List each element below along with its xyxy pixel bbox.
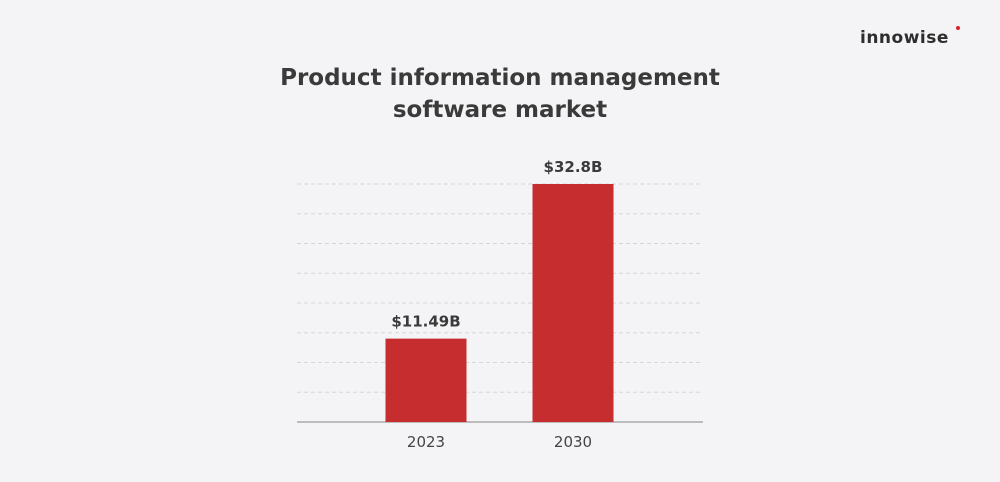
chart-title: Product information management software … <box>200 62 800 126</box>
bar-2030 <box>532 184 614 422</box>
brand-logo-dot <box>956 26 960 30</box>
x-tick-label-2023: 2023 <box>407 433 445 451</box>
bar-2023 <box>385 338 467 422</box>
value-label-2030: $32.8B <box>544 158 603 176</box>
chart-title-line-1: Product information management <box>280 65 720 91</box>
value-label-2023: $11.49B <box>391 313 460 331</box>
x-tick-label-2030: 2030 <box>554 433 592 451</box>
chart-title-line-2: software market <box>392 97 608 123</box>
grid-lines <box>297 183 703 393</box>
bars: $11.49B 2023 $32.8B 2030 <box>385 158 614 451</box>
brand-logo: innowise <box>860 28 949 48</box>
